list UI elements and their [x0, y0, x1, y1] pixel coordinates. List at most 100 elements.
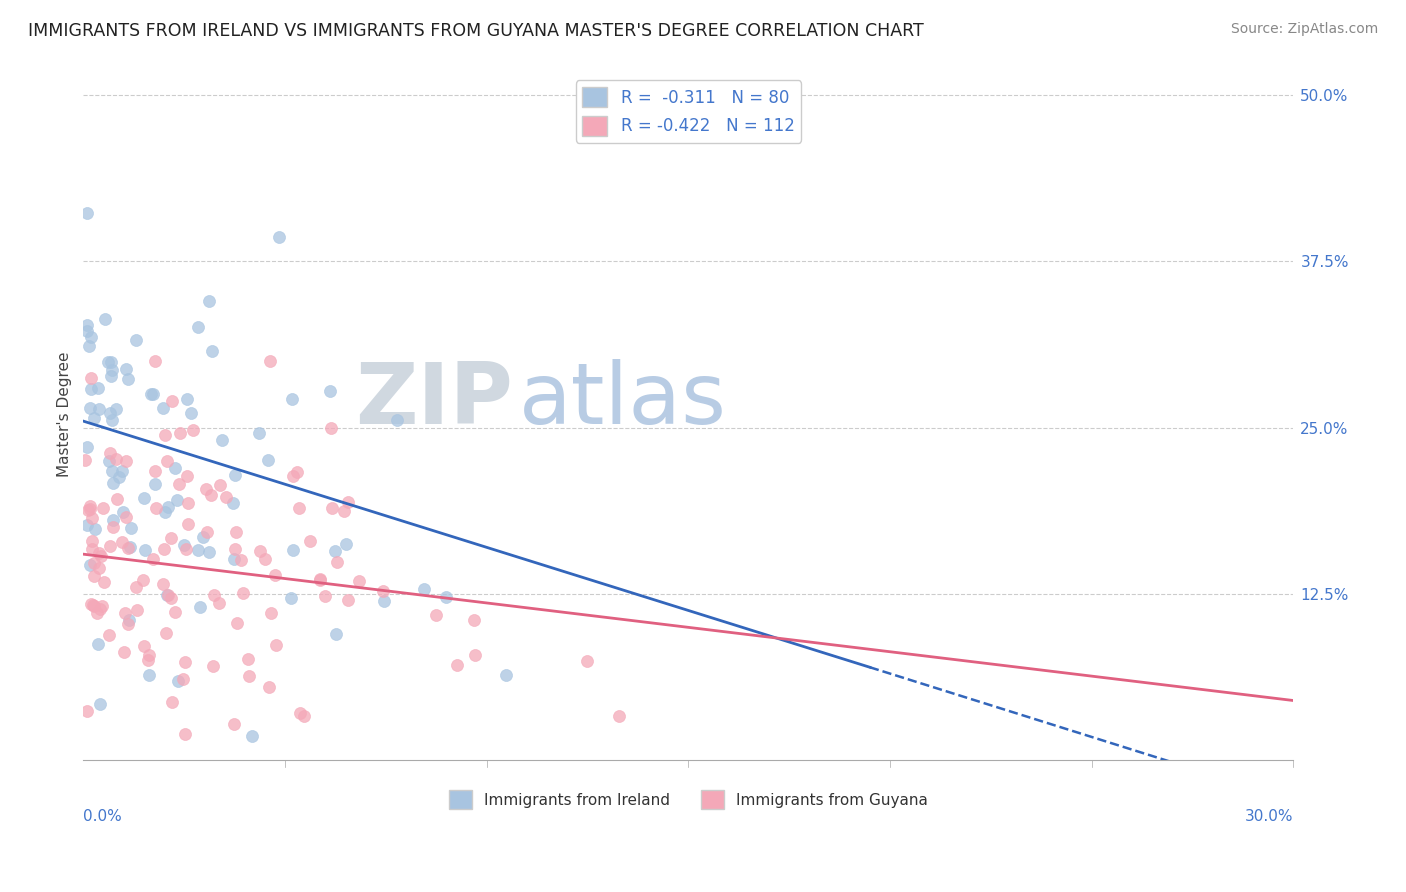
Point: [269, 229, 291, 244]
Point: [76, 517, 98, 532]
Point: [125, 580, 148, 594]
Point: [117, 541, 139, 555]
Point: [187, 542, 209, 557]
Point: [167, 674, 190, 689]
Point: [337, 593, 360, 607]
Point: [173, 727, 195, 741]
Point: [198, 294, 221, 309]
Point: [82, 599, 104, 613]
Point: [76, 705, 98, 719]
Point: [87, 636, 110, 650]
Point: [259, 680, 281, 694]
Point: [115, 509, 138, 524]
Point: [309, 573, 332, 587]
Point: [224, 716, 246, 731]
Point: [347, 574, 370, 589]
Point: [105, 491, 128, 506]
Point: [163, 460, 186, 475]
Point: [97, 354, 120, 368]
Point: [98, 445, 121, 459]
Point: [169, 425, 191, 440]
Point: [101, 475, 124, 490]
Point: [176, 541, 198, 556]
Point: [264, 568, 287, 582]
Point: [79, 401, 101, 416]
Point: [100, 465, 122, 479]
Point: [142, 552, 165, 566]
Point: [221, 496, 243, 510]
Text: ZIP: ZIP: [356, 359, 513, 442]
Point: [138, 667, 160, 681]
Point: [76, 440, 98, 454]
Point: [132, 573, 155, 587]
Point: [87, 381, 110, 395]
Point: [280, 591, 302, 605]
Text: IMMIGRANTS FROM IRELAND VS IMMIGRANTS FROM GUYANA MASTER'S DEGREE CORRELATION CH: IMMIGRANTS FROM IRELAND VS IMMIGRANTS FR…: [28, 22, 924, 40]
Point: [225, 615, 247, 630]
Point: [211, 433, 233, 447]
Point: [425, 607, 447, 622]
Point: [281, 392, 304, 406]
Point: [333, 503, 356, 517]
Point: [114, 606, 136, 620]
Point: [163, 605, 186, 619]
Point: [208, 596, 231, 610]
Point: [79, 501, 101, 516]
Point: [83, 522, 105, 536]
Point: [323, 544, 346, 558]
Point: [225, 525, 247, 540]
Point: [319, 384, 342, 399]
Point: [86, 606, 108, 620]
Point: [98, 539, 121, 553]
Point: [98, 454, 121, 468]
Point: [607, 709, 630, 723]
Point: [141, 387, 163, 401]
Point: [103, 519, 125, 533]
Point: [167, 477, 190, 491]
Point: [260, 606, 283, 620]
Point: [105, 402, 128, 417]
Point: [76, 318, 98, 332]
Point: [155, 505, 177, 519]
Y-axis label: Master's Degree: Master's Degree: [58, 351, 72, 477]
Point: [125, 603, 148, 617]
Point: [162, 394, 184, 409]
Point: [373, 594, 395, 608]
Point: [108, 470, 131, 484]
Point: [145, 465, 167, 479]
Point: [75, 453, 97, 467]
Point: [309, 572, 332, 586]
Point: [208, 478, 231, 492]
Point: [201, 659, 224, 673]
Point: [247, 425, 270, 440]
Point: [152, 401, 174, 416]
Point: [336, 495, 359, 509]
Point: [229, 553, 252, 567]
Point: [134, 542, 156, 557]
Point: [172, 672, 194, 686]
Text: 30.0%: 30.0%: [1244, 809, 1294, 824]
Point: [160, 591, 183, 605]
Point: [321, 421, 343, 435]
Point: [177, 496, 200, 510]
Point: [299, 533, 322, 548]
Point: [288, 706, 311, 721]
Point: [142, 387, 165, 401]
Text: atlas: atlas: [519, 359, 727, 442]
Point: [575, 654, 598, 668]
Point: [177, 516, 200, 531]
Point: [156, 454, 179, 468]
Point: [156, 589, 179, 603]
Point: [224, 542, 246, 557]
Point: [100, 406, 122, 420]
Point: [257, 453, 280, 467]
Point: [111, 534, 134, 549]
Point: [138, 648, 160, 662]
Point: [83, 410, 105, 425]
Point: [80, 511, 103, 525]
Point: [79, 339, 101, 353]
Point: [143, 477, 166, 491]
Point: [195, 524, 218, 539]
Point: [222, 552, 245, 566]
Point: [111, 464, 134, 478]
